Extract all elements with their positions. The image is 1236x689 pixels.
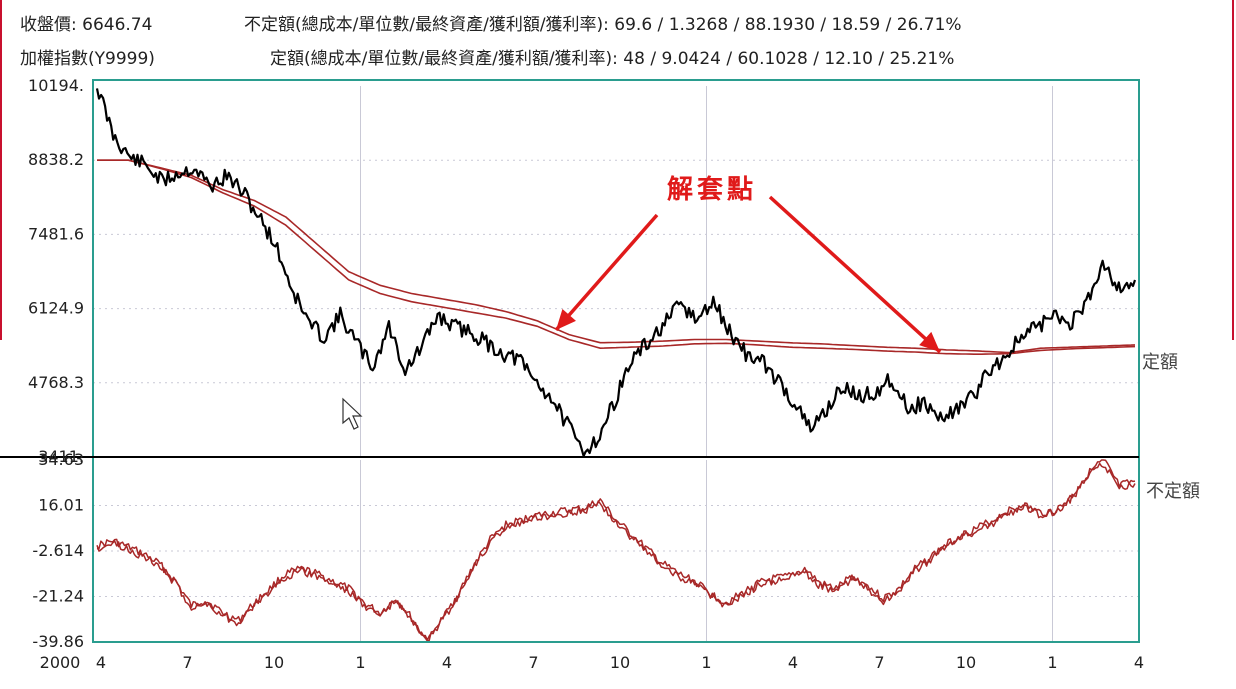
x-tick-label: 7	[528, 653, 538, 672]
arrow-left-head	[556, 309, 576, 330]
right-side-rule	[1232, 0, 1234, 340]
mouse-cursor-icon	[342, 397, 363, 430]
price-line	[95, 88, 1137, 458]
x-tick-label: 4	[1134, 653, 1144, 672]
arrow-right-head	[919, 331, 940, 352]
x-tick-label: 7	[874, 653, 884, 672]
x-tick-label: 10	[264, 653, 284, 672]
y-tick-label-top: 3411.	[38, 447, 84, 466]
legend-label-top: 定額	[1142, 352, 1178, 373]
tick-labels: 10194. 8838.2 7481.6 6124.9 4768.3 3411.34.63…	[28, 76, 1144, 672]
x-year-label: 2000	[40, 653, 81, 672]
regular-cost-line	[97, 159, 1136, 356]
y-tick-label-top: 7481.6	[28, 224, 84, 243]
y-tick-label-top: 4768.3	[28, 373, 84, 392]
y-tick-label-bottom: -39.86	[32, 632, 84, 651]
top-panel-series	[95, 88, 1137, 458]
y-tick-label-bottom: -21.24	[32, 587, 84, 606]
irregular-cost-line	[97, 159, 1136, 354]
y-tick-label-top: 8838.2	[28, 150, 84, 169]
close-price-value: 6646.74	[82, 15, 153, 35]
annotation-label: 解套點	[667, 175, 757, 205]
y-tick-label-bottom: 34.63	[38, 450, 84, 469]
arrow-left-shaft	[554, 213, 659, 332]
left-side-rule	[0, 0, 2, 340]
top-panel-grid	[93, 86, 1139, 457]
arrow-right-shaft	[768, 195, 942, 354]
x-tick-label: 10	[610, 653, 630, 672]
x-tick-label: 4	[788, 653, 798, 672]
irregular-stats: 不定額(總成本/單位數/最終資產/獲利額/獲利率): 69.6 / 1.3268…	[244, 15, 962, 35]
bottom-panel-grid	[93, 460, 1139, 642]
x-tick-label: 4	[96, 653, 106, 672]
x-tick-label: 10	[956, 653, 976, 672]
index-name: 加權指數(Y9999)	[20, 49, 155, 69]
x-tick-label: 1	[701, 653, 711, 672]
bottom-panel-series	[96, 459, 1136, 642]
y-tick-label-bottom: 16.01	[38, 496, 84, 515]
legend-label-bottom: 不定額	[1146, 481, 1200, 502]
close-price-caption: 收盤價:	[20, 15, 77, 35]
chart-frame	[92, 79, 1140, 643]
y-tick-label-bottom: -2.614	[32, 541, 84, 560]
regular-stats: 定額(總成本/單位數/最終資產/獲利額/獲利率): 48 / 9.0424 / …	[270, 49, 955, 69]
x-tick-label: 1	[1047, 653, 1057, 672]
close-price-label: 收盤價: 6646.74	[20, 10, 152, 35]
x-tick-label: 7	[182, 653, 192, 672]
regular-return-line	[96, 462, 1136, 641]
annotation-layer: 解套點	[554, 175, 942, 354]
axes	[0, 79, 1140, 643]
x-tick-label: 4	[442, 653, 452, 672]
y-tick-label-top: 6124.9	[28, 299, 84, 318]
y-tick-label-top: 10194.	[28, 76, 84, 95]
x-tick-label: 1	[355, 653, 365, 672]
